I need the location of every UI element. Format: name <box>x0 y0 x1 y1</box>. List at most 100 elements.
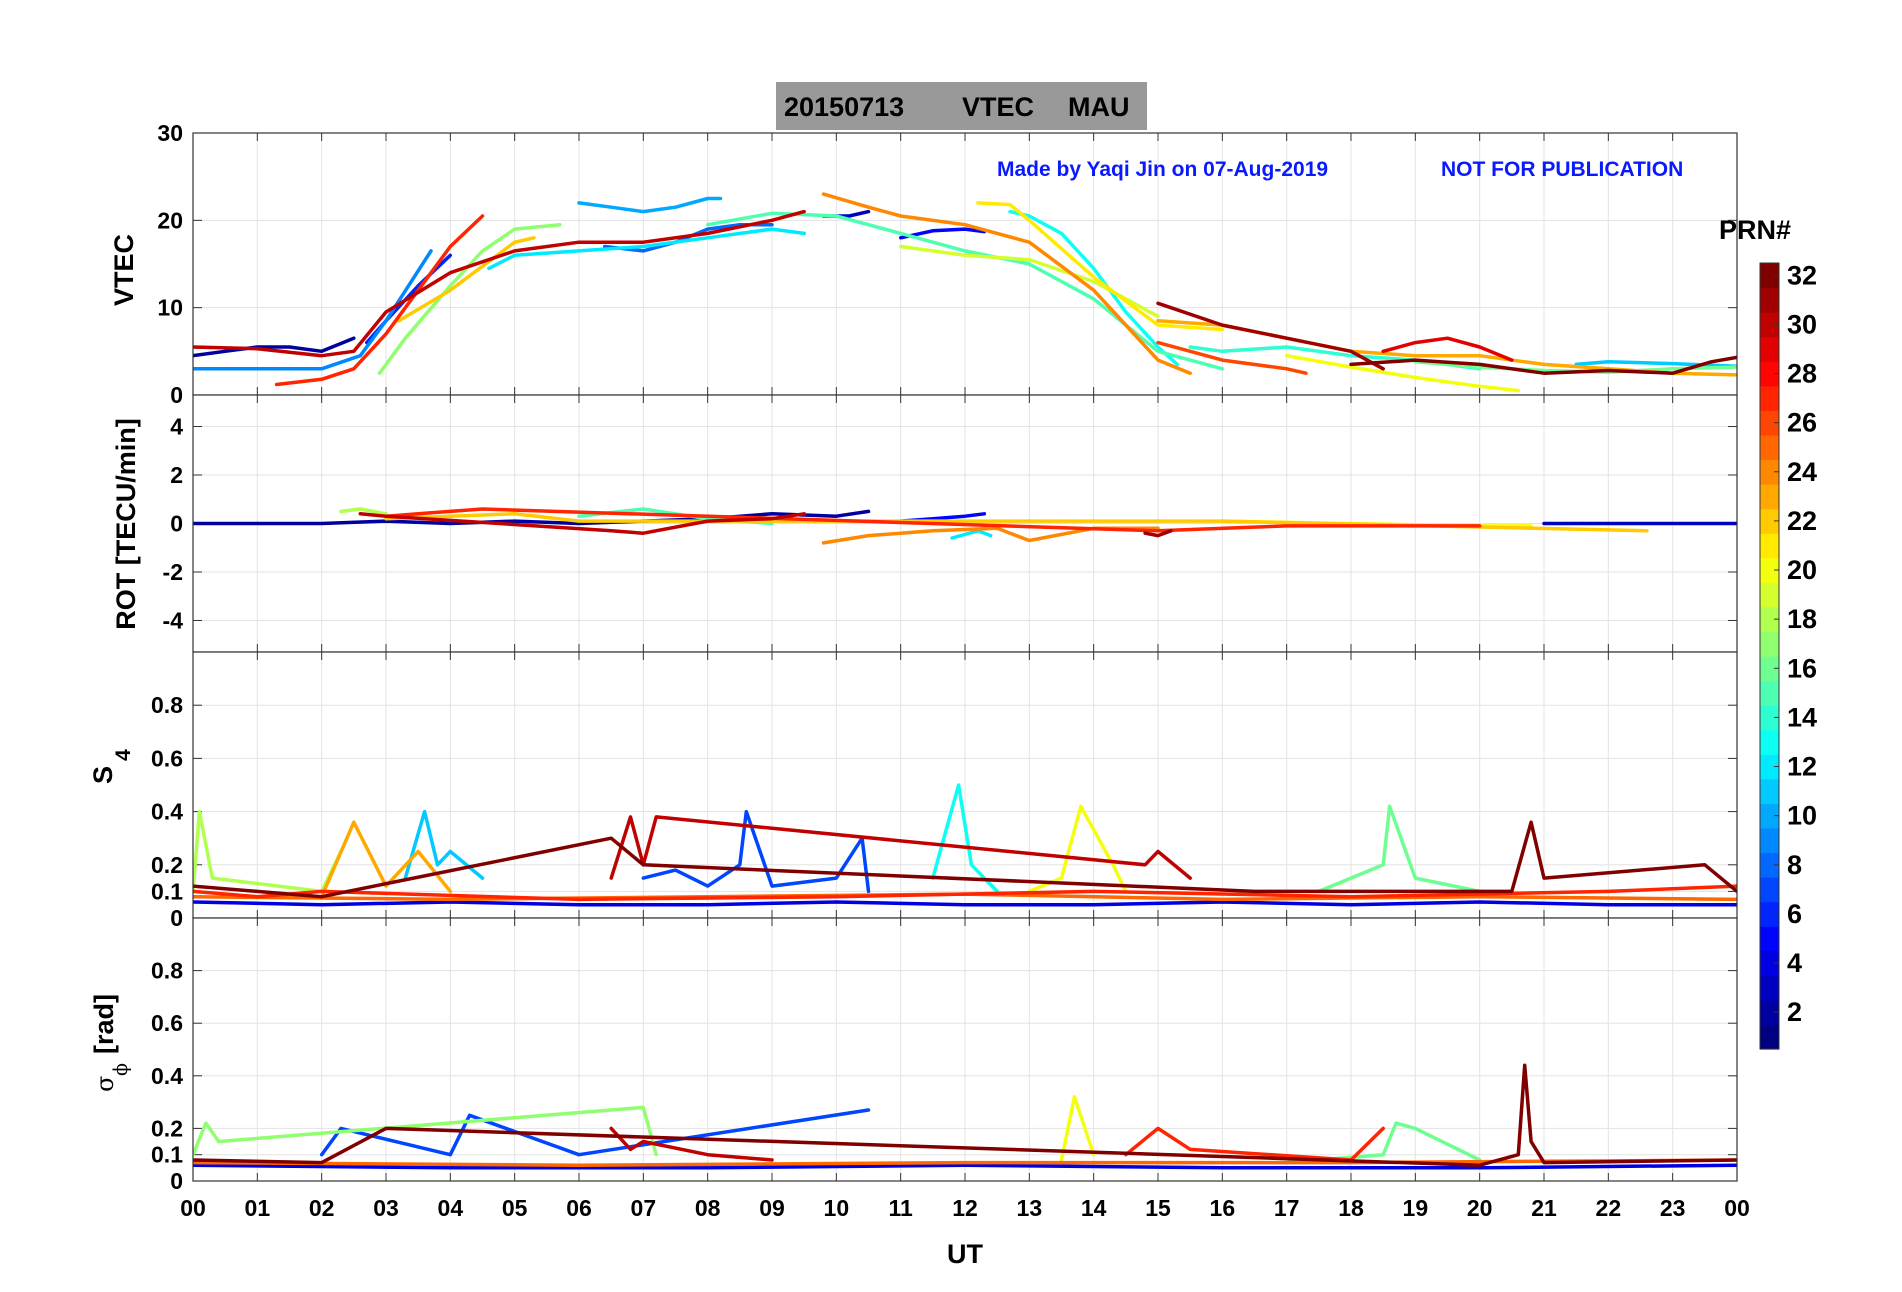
title-date: 20150713 <box>784 92 904 122</box>
colorbar-segment <box>1760 287 1779 313</box>
y-tick-label: 0.8 <box>151 692 183 718</box>
series-prn-27 <box>1124 1126 1385 1162</box>
colorbar-segment <box>1760 950 1779 976</box>
series-prn-30 <box>609 815 1192 880</box>
colorbar-segment <box>1760 656 1779 682</box>
series-prn-32 <box>1349 355 1737 375</box>
colorbar-segment <box>1760 606 1779 633</box>
series-prn-17 <box>193 1105 658 1157</box>
y-tick-label: 0.8 <box>151 958 183 984</box>
colorbar-tick-label: 22 <box>1787 506 1817 536</box>
vtec-ylabel: VTEC <box>109 234 139 306</box>
series-prn-27 <box>274 214 485 387</box>
title-box <box>776 82 1147 130</box>
x-tick-label: 13 <box>1017 1195 1043 1221</box>
y-tick-label: 0.1 <box>151 878 183 904</box>
series-prn-16 <box>1317 804 1482 894</box>
colorbar-tick-label: 18 <box>1787 604 1817 634</box>
colorbar-segment <box>1760 680 1779 706</box>
series-prn-27 <box>193 884 1737 902</box>
colorbar-segment <box>1760 827 1779 854</box>
series-prn-24 <box>821 192 1192 375</box>
colorbar-tick-label: 2 <box>1787 997 1802 1027</box>
x-tick-label: 15 <box>1145 1195 1171 1221</box>
colorbar-tick-label: 4 <box>1787 948 1802 978</box>
series-prn-25 <box>193 1158 1737 1167</box>
series-prn-32 <box>193 1063 1737 1167</box>
x-axis-label: UT <box>947 1239 983 1269</box>
y-tick-label: 0.6 <box>151 1010 183 1036</box>
x-tick-label: 05 <box>502 1195 528 1221</box>
y-tick-label: 20 <box>157 207 183 233</box>
colorbar-segment <box>1760 803 1779 829</box>
series-prn-4 <box>193 900 1737 907</box>
x-tick-label: 19 <box>1403 1195 1429 1221</box>
colorbar-tick-label: 24 <box>1787 457 1817 487</box>
vtec-panel: 0 10 20 30 <box>157 120 1738 408</box>
sigma-ylabel-main: σ <box>91 1076 119 1092</box>
colorbar-segment <box>1760 754 1779 780</box>
rot-panel: -4 -2 0 2 4 <box>163 394 1738 653</box>
colorbar-segment <box>1760 434 1779 461</box>
series-prn-10 <box>577 196 723 214</box>
series-prn-11 <box>403 809 485 880</box>
series-prn-32 <box>193 820 1737 899</box>
y-tick-label: 30 <box>157 120 183 146</box>
series-group <box>193 783 1737 907</box>
colorbar-segment <box>1760 631 1779 657</box>
colorbar-segment <box>1760 926 1779 952</box>
colorbar-tick-label: 16 <box>1787 653 1817 683</box>
colorbar-segment <box>1760 582 1779 608</box>
x-tick-label: 07 <box>631 1195 657 1221</box>
colorbar-segment <box>1760 999 1779 1026</box>
colorbar-segment <box>1760 336 1779 362</box>
series-prn-16 <box>1284 1121 1482 1165</box>
series-prn-5 <box>898 227 987 240</box>
colorbar-tick-label: 6 <box>1787 899 1802 929</box>
series-prn-31 <box>1156 301 1385 371</box>
series-prn-22 <box>384 512 1649 533</box>
colorbar-segment <box>1760 410 1779 436</box>
x-tick-label: 10 <box>824 1195 850 1221</box>
series-prn-2 <box>193 509 871 526</box>
s4-ylabel-main: S <box>88 766 118 784</box>
colorbar-segment <box>1760 361 1779 387</box>
series-prn-23 <box>319 820 453 899</box>
x-tick-label: 23 <box>1660 1195 1686 1221</box>
y-tick-label: 0.6 <box>151 745 183 771</box>
s4-ylabel: S 4 <box>88 749 135 784</box>
colorbar-segment <box>1760 852 1779 878</box>
y-tick-label: 0 <box>170 1168 183 1194</box>
series-prn-20 <box>1059 1095 1096 1162</box>
colorbar-segment <box>1760 729 1779 755</box>
x-tick-label: 22 <box>1596 1195 1622 1221</box>
series-prn-29 <box>1381 336 1514 362</box>
x-tick-label: 20 <box>1467 1195 1493 1221</box>
x-tick-label: 12 <box>952 1195 978 1221</box>
series-prn-31 <box>1143 529 1173 538</box>
x-tick-label: 02 <box>309 1195 335 1221</box>
s4-panel: 00.10.2 0.4 0.6 0.8 <box>151 651 1738 931</box>
x-tick-label: 00 <box>180 1195 206 1221</box>
x-tick-label: 09 <box>759 1195 785 1221</box>
colorbar-tick-label: 12 <box>1787 752 1817 782</box>
colorbar-segment <box>1760 1024 1779 1050</box>
x-tick-label: 21 <box>1531 1195 1557 1221</box>
publication-note: NOT FOR PUBLICATION <box>1441 158 1683 181</box>
x-tick-label: 03 <box>373 1195 399 1221</box>
title-quantity: VTEC <box>962 92 1034 122</box>
y-tick-label: 0.4 <box>151 1063 183 1089</box>
colorbar-label: PRN# <box>1719 215 1791 245</box>
y-tick-label: 0 <box>170 382 183 408</box>
rot-ylabel: ROT [TECU/min] <box>111 418 141 629</box>
sigma-ylabel: σ ϕ [rad] <box>89 994 132 1092</box>
colorbar-segment <box>1760 557 1779 583</box>
colorbar-segment <box>1760 484 1779 510</box>
series-group <box>193 507 1737 545</box>
colorbar-segment <box>1760 263 1779 289</box>
colorbar-segment <box>1760 385 1779 411</box>
y-tick-label: 2 <box>170 462 183 488</box>
series-group <box>193 192 1737 393</box>
